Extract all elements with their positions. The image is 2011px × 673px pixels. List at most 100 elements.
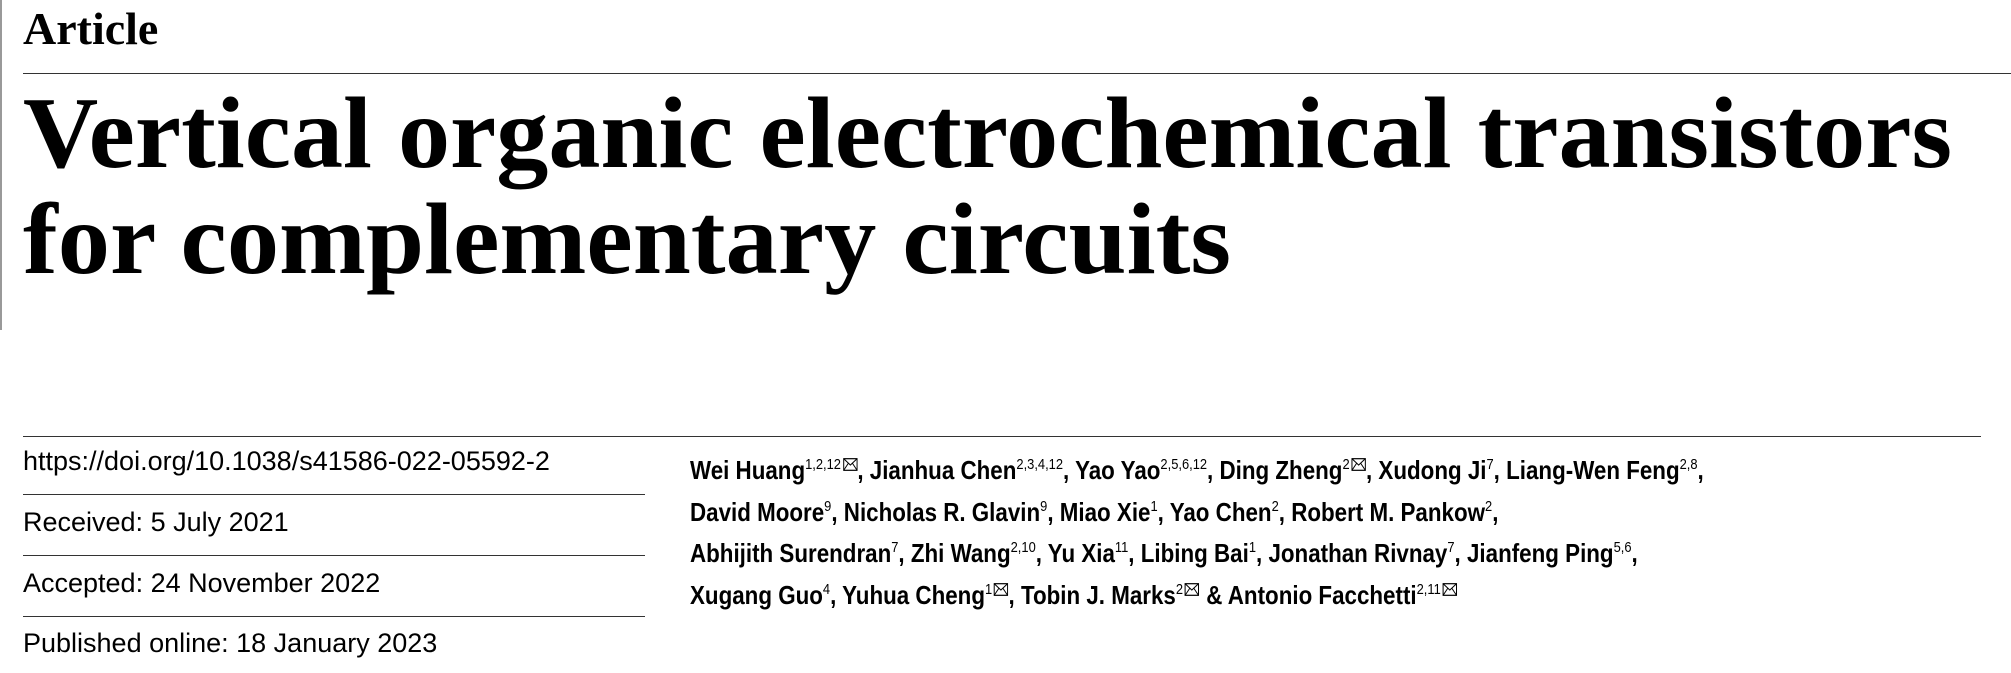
author: Jonathan Rivnay7,	[1268, 538, 1460, 568]
author-name: Xudong Ji	[1378, 455, 1487, 485]
author: Ding Zheng2,	[1220, 455, 1373, 485]
author: Nicholas R. Glavin9,	[844, 497, 1054, 527]
email-icon[interactable]	[1442, 582, 1458, 596]
separator: ,	[857, 455, 864, 485]
author: Yuhua Cheng1,	[842, 580, 1015, 610]
author-name: Jianhua Chen	[869, 455, 1017, 485]
author: Miao Xie1,	[1060, 497, 1164, 527]
separator: ,	[1008, 579, 1015, 610]
rule	[23, 436, 1981, 437]
author: Wei Huang1,2,12,	[690, 455, 864, 485]
title-line: for complementary circuits	[23, 183, 1231, 296]
author-line: David Moore9, Nicholas R. Glavin9, Miao …	[690, 492, 1808, 534]
author: Robert M. Pankow2,	[1291, 497, 1498, 527]
author-name: Zhi Wang	[910, 538, 1011, 568]
author: Yu Xia11,	[1048, 538, 1135, 568]
received: Received: 5 July 2021	[23, 507, 289, 537]
separator: ,	[1631, 538, 1638, 568]
affiliation: 2	[1175, 580, 1184, 598]
author: Xudong Ji7,	[1378, 455, 1499, 485]
author-name: Yu Xia	[1047, 538, 1115, 568]
author-name: Tobin J. Marks	[1020, 579, 1176, 610]
author-name: Yao Yao	[1075, 455, 1161, 485]
affiliation: 2	[1271, 497, 1279, 515]
affiliation: 1,2,12	[805, 456, 841, 473]
rule	[23, 616, 645, 617]
separator: ,	[1128, 538, 1135, 568]
affiliation: 7	[1486, 456, 1494, 473]
affiliation: 7	[1447, 539, 1455, 556]
author: Xugang Guo4,	[690, 580, 836, 610]
published: Published online: 18 January 2023	[23, 628, 438, 658]
title: Vertical organic electrochemical transis…	[23, 77, 1952, 296]
left-rule	[0, 0, 2, 330]
author-name: David Moore	[690, 496, 825, 527]
author: Jianhua Chen2,3,4,12,	[870, 455, 1069, 485]
separator: ,	[1278, 496, 1285, 527]
doi: https://doi.org/10.1038/s41586-022-05592…	[23, 446, 550, 476]
affiliation: 11	[1114, 539, 1129, 556]
rule	[23, 555, 645, 556]
affiliation: 2,3,4,12	[1016, 456, 1064, 473]
separator: ,	[1256, 538, 1263, 568]
author: David Moore9,	[690, 497, 838, 527]
affiliation: 2,5,6,12	[1160, 456, 1208, 473]
affiliation: 2	[1485, 497, 1493, 515]
separator: ,	[1454, 538, 1461, 568]
author-name: Yuhua Cheng	[842, 579, 985, 610]
email-icon[interactable]	[1351, 458, 1366, 471]
author-line: Abhijith Surendran7, Zhi Wang2,10, Yu Xi…	[690, 533, 1808, 575]
author-line: Xugang Guo4, Yuhua Cheng1, Tobin J. Mark…	[690, 575, 1808, 617]
author-name: Xugang Guo	[690, 579, 823, 610]
affiliation: 2,8	[1679, 456, 1698, 473]
affiliation: 1	[984, 580, 993, 598]
separator: ,	[1157, 496, 1164, 527]
section-label: Article	[23, 3, 159, 54]
affiliation: 4	[822, 580, 831, 598]
separator: ,	[1047, 496, 1054, 527]
author-name: Libing Bai	[1140, 538, 1249, 568]
author-name: Miao Xie	[1059, 496, 1151, 527]
separator: ,	[898, 538, 905, 568]
author-name: Yao Chen	[1169, 496, 1272, 527]
affiliation: 1	[1150, 497, 1158, 515]
author-name: Nicholas R. Glavin	[843, 496, 1041, 527]
author-list: Wei Huang1,2,12, Jianhua Chen2,3,4,12, Y…	[690, 450, 1990, 616]
email-icon[interactable]	[842, 458, 858, 471]
affiliation: 1	[1248, 539, 1257, 556]
separator: ,	[1207, 455, 1214, 485]
separator: &	[1206, 579, 1223, 610]
affiliation: 2,11	[1416, 580, 1441, 598]
author-name: Antonio Facchetti	[1227, 579, 1417, 610]
rule	[23, 73, 2011, 74]
separator: ,	[1493, 455, 1500, 485]
separator: ,	[1365, 455, 1373, 485]
email-icon[interactable]	[1184, 582, 1200, 596]
email-icon[interactable]	[993, 582, 1009, 596]
affiliation: 2,10	[1010, 539, 1036, 556]
author-name: Jonathan Rivnay	[1268, 538, 1448, 568]
author-name: Jianfeng Ping	[1466, 538, 1614, 568]
author-name: Ding Zheng	[1219, 455, 1343, 485]
separator: ,	[1063, 455, 1070, 485]
author-name: Robert M. Pankow	[1291, 496, 1486, 527]
author: Antonio Facchetti2,11	[1227, 579, 1458, 610]
separator: ,	[1035, 538, 1042, 568]
author: Zhi Wang2,10,	[911, 538, 1042, 568]
affiliation: 5,6	[1613, 539, 1632, 556]
separator: ,	[1492, 496, 1499, 527]
rule	[23, 494, 645, 495]
author: Yao Yao2,5,6,12,	[1075, 455, 1213, 485]
author-name: Abhijith Surendran	[690, 538, 892, 568]
author-name: Wei Huang	[690, 455, 806, 485]
author-line: Wei Huang1,2,12, Jianhua Chen2,3,4,12, Y…	[690, 450, 1808, 492]
author: Libing Bai1,	[1141, 538, 1262, 568]
separator: ,	[1697, 455, 1704, 485]
author: Abhijith Surendran7,	[690, 538, 905, 568]
author: Liang-Wen Feng2,8,	[1506, 455, 1704, 485]
affiliation: 2	[1342, 456, 1350, 473]
separator: ,	[831, 496, 838, 527]
author-name: Liang-Wen Feng	[1506, 455, 1680, 485]
separator: ,	[830, 579, 837, 610]
